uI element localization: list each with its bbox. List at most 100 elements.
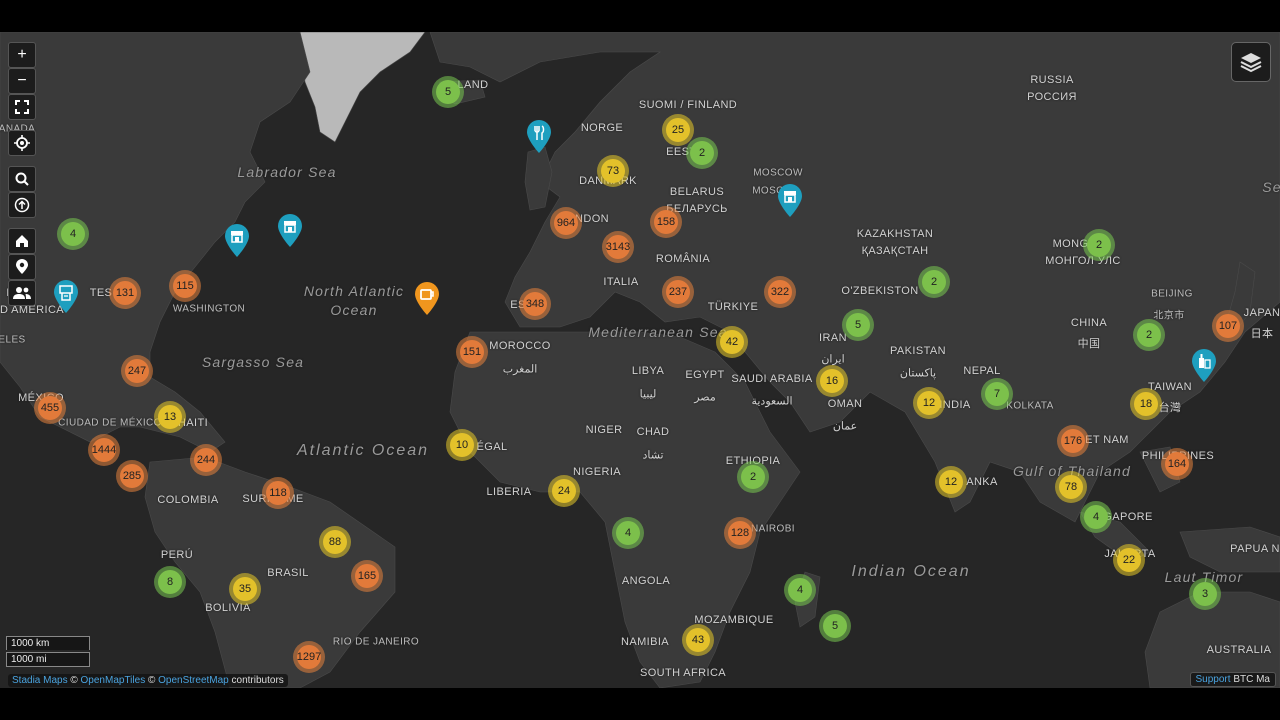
- cluster-count: 128: [728, 521, 752, 545]
- water-label: Se: [1262, 179, 1280, 195]
- plus-icon: +: [17, 46, 27, 63]
- community-button[interactable]: [8, 280, 36, 306]
- place-label: NDON: [575, 213, 609, 225]
- upload-button[interactable]: [8, 192, 36, 218]
- place-label: 台灣: [1158, 402, 1182, 414]
- marker-cluster[interactable]: 5: [432, 76, 464, 108]
- marker-cluster[interactable]: 42: [716, 326, 748, 358]
- marker-cluster[interactable]: 2: [737, 461, 769, 493]
- marker-cluster[interactable]: 237: [662, 276, 694, 308]
- marker-cluster[interactable]: 22: [1113, 544, 1145, 576]
- openmaptiles-link[interactable]: OpenMapTiles: [80, 675, 146, 686]
- marker-cluster[interactable]: 964: [550, 207, 582, 239]
- marker-cluster[interactable]: 43: [682, 624, 714, 656]
- place-label: PAKISTAN: [890, 345, 946, 357]
- marker-cluster[interactable]: 4: [1080, 501, 1112, 533]
- home-button[interactable]: [8, 228, 36, 254]
- marker-cluster[interactable]: 4: [784, 574, 816, 606]
- marker-cluster[interactable]: 12: [913, 387, 945, 419]
- cluster-count: 7: [985, 382, 1009, 406]
- marker-cluster[interactable]: 35: [229, 573, 261, 605]
- marker-cluster[interactable]: 4: [612, 517, 644, 549]
- restaurant-pin[interactable]: [525, 118, 553, 154]
- map-canvas[interactable]: RUSSIA РОССИЯ SUOMI / FINLAND NORGE EESTI MOS…: [0, 32, 1280, 688]
- marker-cluster[interactable]: 107: [1212, 310, 1244, 342]
- shop-pin[interactable]: [776, 182, 804, 218]
- stadia-maps-link[interactable]: Stadia Maps: [12, 675, 68, 686]
- place-label: NEPAL: [963, 365, 1001, 377]
- marker-cluster[interactable]: 118: [262, 477, 294, 509]
- marker-cluster[interactable]: 88: [319, 526, 351, 558]
- marker-cluster[interactable]: 2: [1133, 319, 1165, 351]
- place-label: السعودية: [751, 395, 793, 408]
- cluster-count: 4: [788, 578, 812, 602]
- atm-pin[interactable]: [52, 278, 80, 314]
- marker-cluster[interactable]: 455: [34, 392, 66, 424]
- marker-cluster[interactable]: 164: [1161, 448, 1193, 480]
- marker-cluster[interactable]: 25: [662, 114, 694, 146]
- marker-cluster[interactable]: 7: [981, 378, 1013, 410]
- zoom-in-button[interactable]: +: [8, 42, 36, 68]
- place-label: RUSSIA: [1030, 74, 1074, 86]
- marker-cluster[interactable]: 176: [1057, 425, 1089, 457]
- marker-cluster[interactable]: 2: [686, 137, 718, 169]
- place-label: CIUDAD DE MÉXICO: [58, 417, 162, 429]
- fullscreen-button[interactable]: [8, 94, 36, 120]
- shop-pin[interactable]: [276, 212, 304, 248]
- marker-cluster[interactable]: 128: [724, 517, 756, 549]
- marker-cluster[interactable]: 285: [116, 460, 148, 492]
- marker-cluster[interactable]: 1297: [293, 641, 325, 673]
- marker-cluster[interactable]: 165: [351, 560, 383, 592]
- place-label: 北京市: [1153, 310, 1185, 322]
- zoom-out-button[interactable]: −: [8, 68, 36, 94]
- places-button[interactable]: [8, 254, 36, 280]
- marker-cluster[interactable]: 348: [519, 288, 551, 320]
- minus-icon: −: [17, 72, 27, 89]
- marker-cluster[interactable]: 13: [154, 401, 186, 433]
- marker-cluster[interactable]: 3: [1189, 578, 1221, 610]
- marker-cluster[interactable]: 322: [764, 276, 796, 308]
- marker-cluster[interactable]: 78: [1055, 471, 1087, 503]
- water-label: Laut Timor: [1164, 569, 1244, 585]
- locate-button[interactable]: [8, 130, 36, 156]
- place-label: NIGER: [585, 424, 623, 436]
- place-label: NAIROBI: [751, 523, 795, 535]
- marker-cluster[interactable]: 16: [816, 365, 848, 397]
- marker-cluster[interactable]: 10: [446, 429, 478, 461]
- marker-cluster[interactable]: 131: [109, 277, 141, 309]
- cluster-count: 247: [125, 359, 149, 383]
- cafe-icon: [415, 282, 439, 315]
- marker-cluster[interactable]: 18: [1130, 388, 1162, 420]
- cluster-count: 35: [233, 577, 257, 601]
- search-button[interactable]: [8, 166, 36, 192]
- layers-button[interactable]: [1231, 42, 1271, 82]
- marker-cluster[interactable]: 158: [650, 206, 682, 238]
- place-label: O'ZBEKISTON: [841, 285, 919, 297]
- cafe-pin[interactable]: [413, 280, 441, 316]
- marker-cluster[interactable]: 1444: [88, 434, 120, 466]
- marker-cluster[interactable]: 5: [842, 309, 874, 341]
- openstreetmap-link[interactable]: OpenStreetMap: [158, 675, 229, 686]
- shop-pin[interactable]: [223, 222, 251, 258]
- marker-cluster[interactable]: 5: [819, 610, 851, 642]
- marker-cluster[interactable]: 2: [918, 266, 950, 298]
- cluster-count: 12: [939, 470, 963, 494]
- place-label: ITALIA: [603, 276, 639, 288]
- marker-cluster[interactable]: 247: [121, 355, 153, 387]
- marker-cluster[interactable]: 3143: [602, 231, 634, 263]
- marker-cluster[interactable]: 2: [1083, 229, 1115, 261]
- support-link[interactable]: Support: [1195, 674, 1231, 685]
- copyright-sign: ©: [70, 675, 78, 686]
- marker-cluster[interactable]: 73: [597, 155, 629, 187]
- marker-cluster[interactable]: 24: [548, 475, 580, 507]
- marker-cluster[interactable]: 115: [169, 270, 201, 302]
- place-label: BOLIVIA: [205, 602, 251, 614]
- users-icon: [13, 287, 31, 299]
- marker-cluster[interactable]: 8: [154, 566, 186, 598]
- cluster-count: 43: [686, 628, 710, 652]
- marker-cluster[interactable]: 12: [935, 466, 967, 498]
- marker-cluster[interactable]: 151: [456, 336, 488, 368]
- bar-pin[interactable]: [1190, 347, 1218, 383]
- marker-cluster[interactable]: 4: [57, 218, 89, 250]
- marker-cluster[interactable]: 244: [190, 444, 222, 476]
